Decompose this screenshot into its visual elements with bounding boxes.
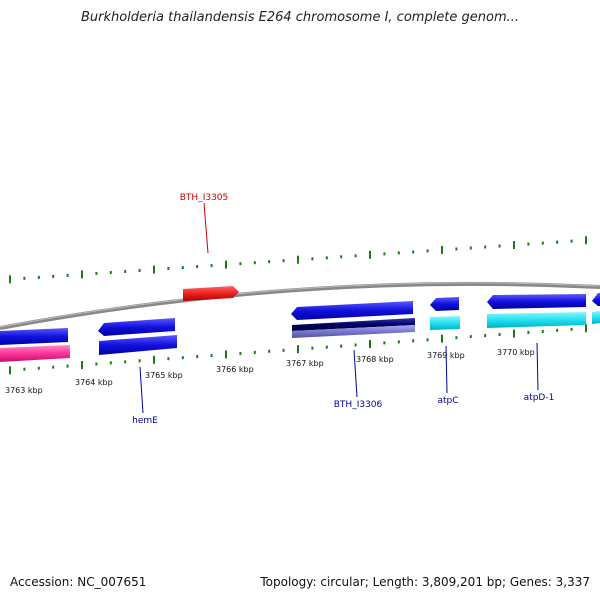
leader-line-heme	[139, 366, 144, 414]
gene-label-bth-i3306[interactable]: BTH_I3306	[334, 400, 383, 410]
map-title: Burkholderia thailandensis E264 chromoso…	[80, 10, 520, 25]
kbp-label: 3767 kbp	[286, 359, 324, 368]
leader-line-bth-i3306	[353, 349, 358, 398]
kbp-label: 3765 kbp	[145, 371, 183, 380]
kbp-label: 3770 kbp	[497, 348, 535, 357]
gene-bth-i3305[interactable]	[183, 286, 239, 301]
gene-label-bth-i3305[interactable]: BTH_I3305	[180, 193, 229, 203]
gene-heme-blue[interactable]	[99, 335, 177, 355]
inner-tick-ring	[9, 324, 587, 375]
gene-atpc-cyan[interactable]	[430, 316, 460, 330]
kbp-label: 3764 kbp	[75, 378, 113, 387]
leader-line-atpc	[445, 345, 448, 394]
gene-bth-i3306-lavender[interactable]	[292, 325, 415, 338]
chromosome-backbone	[0, 281, 600, 330]
gene-left-edge-pink[interactable]	[0, 345, 70, 362]
leader-line-bth-i3305	[203, 202, 209, 254]
kbp-label: 3768 kbp	[356, 355, 394, 364]
leader-line-atpd	[536, 342, 539, 391]
topology-info: Topology: circular; Length: 3,809,201 bp…	[260, 575, 590, 589]
gene-atpd-blue[interactable]	[487, 294, 586, 309]
gene-bth-i3306-navy[interactable]	[292, 318, 415, 331]
gene-hem-region-blue[interactable]	[98, 318, 175, 336]
gene-bth-i3306-blue[interactable]	[291, 301, 413, 320]
outer-tick-ring	[9, 236, 587, 284]
gene-label-heme[interactable]: hemE	[132, 416, 158, 426]
gene-left-edge-blue[interactable]	[0, 328, 68, 345]
kbp-label: 3766 kbp	[216, 365, 254, 374]
gene-right-edge-blue[interactable]	[592, 293, 600, 306]
accession-text: Accession: NC_007651	[10, 575, 147, 589]
kbp-label: 3763 kbp	[5, 386, 43, 395]
gene-atpd-cyan[interactable]	[487, 312, 586, 328]
gene-right-edge-cyan[interactable]	[592, 311, 600, 324]
gene-atpc-blue[interactable]	[430, 297, 459, 311]
gene-label-atpd[interactable]: atpD-1	[524, 393, 555, 403]
gene-label-atpc[interactable]: atpC	[437, 396, 458, 406]
